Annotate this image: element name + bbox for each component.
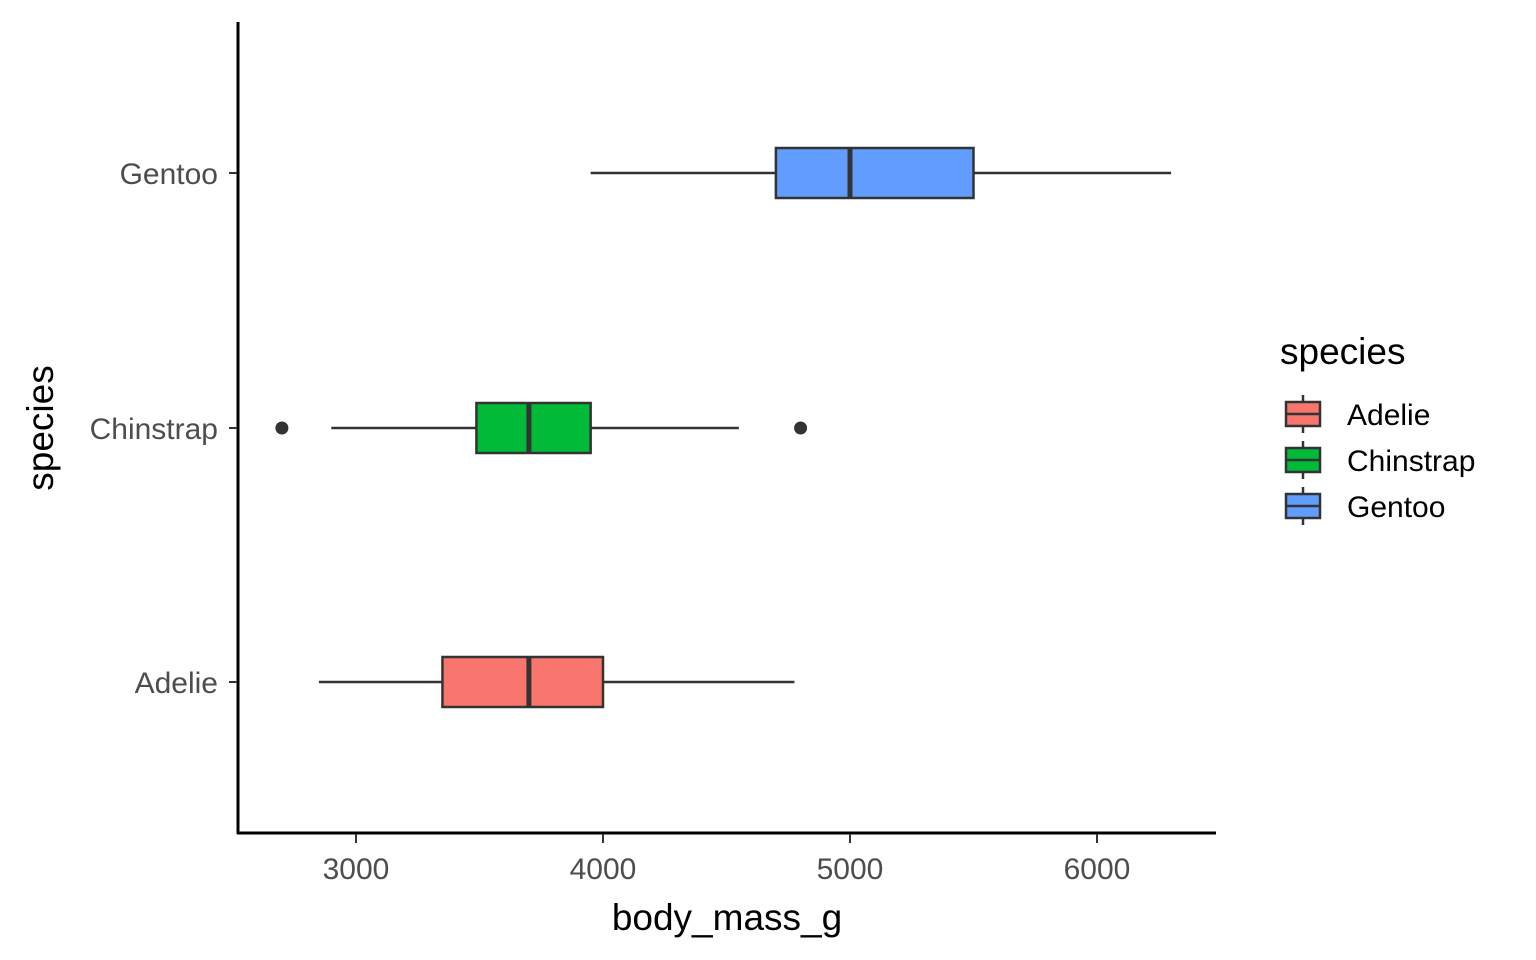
x-tick-label-3000: 3000 xyxy=(323,853,390,886)
legend: species Adelie Chinstrap Gentoo xyxy=(1280,331,1475,525)
legend-label-chinstrap: Chinstrap xyxy=(1347,445,1475,478)
y-axis-title: species xyxy=(20,365,61,490)
box-adelie xyxy=(318,655,795,709)
box-chinstrap xyxy=(275,401,808,455)
x-tick-label-4000: 4000 xyxy=(570,853,637,886)
iqr-box-chinstrap xyxy=(475,401,592,455)
legend-key-adelie xyxy=(1284,395,1322,433)
box-gentoo xyxy=(590,146,1172,200)
x-ticks: 3000 4000 5000 6000 xyxy=(323,834,1131,886)
iqr-box-adelie xyxy=(441,655,605,709)
x-axis-title: body_mass_g xyxy=(612,897,842,938)
boxes-layer xyxy=(275,146,1172,709)
y-tick-label-adelie: Adelie xyxy=(135,667,218,700)
legend-key-gentoo xyxy=(1284,487,1322,525)
legend-label-adelie: Adelie xyxy=(1347,399,1430,432)
legend-label-gentoo: Gentoo xyxy=(1347,491,1445,524)
x-tick-label-6000: 6000 xyxy=(1064,853,1131,886)
outlier-chinstrap-2 xyxy=(794,421,808,435)
outlier-chinstrap-1 xyxy=(275,421,289,435)
iqr-box-gentoo xyxy=(774,146,975,200)
x-tick-label-5000: 5000 xyxy=(817,853,884,886)
legend-key-chinstrap xyxy=(1284,441,1322,479)
y-tick-label-chinstrap: Chinstrap xyxy=(90,413,218,446)
y-ticks: Adelie Chinstrap Gentoo xyxy=(90,158,237,700)
y-tick-label-gentoo: Gentoo xyxy=(120,158,218,191)
legend-title: species xyxy=(1280,331,1405,372)
